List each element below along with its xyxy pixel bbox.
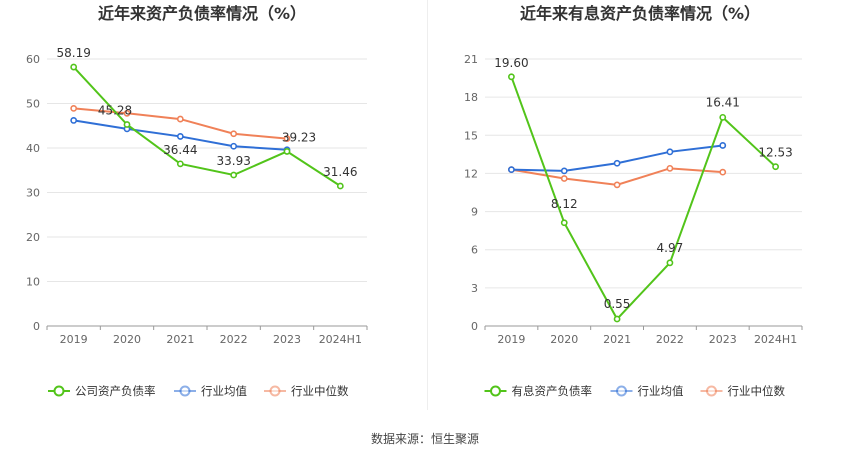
data-point: [508, 73, 515, 81]
x-tick-label: 2024H1: [319, 333, 362, 346]
x-tick-label: 2023: [273, 333, 301, 346]
data-point: [613, 181, 621, 189]
data-label: 31.46: [323, 165, 357, 179]
y-tick-label: 9: [471, 206, 478, 219]
y-tick-label: 30: [26, 187, 40, 200]
data-point: [176, 160, 184, 168]
data-point: [70, 104, 78, 112]
data-point: [336, 182, 344, 190]
y-tick-label: 0: [33, 320, 40, 333]
data-point: [70, 63, 78, 71]
x-tick-label: 2019: [60, 333, 88, 346]
chart-panel-2: 近年来有息资产负债率情况（%） 0 3 6 9 12 15 18 21 2019 2020 2021 2…: [464, 4, 803, 398]
legend-swatch-marker: [616, 385, 627, 397]
data-point: [772, 163, 779, 171]
data-point: [613, 315, 621, 323]
panel-divider: [427, 0, 428, 410]
data-point: [613, 159, 621, 167]
series-line-1: [72, 66, 341, 187]
data-point: [666, 148, 674, 156]
legend-item-2: 行业均值: [174, 384, 247, 398]
legend-swatch-marker: [706, 385, 717, 397]
y-tick-label: 60: [26, 53, 40, 66]
data-point: [123, 109, 131, 117]
y-tick-label: 6: [471, 244, 478, 257]
data-label: 58.19: [56, 46, 90, 60]
legend-label: 行业中位数: [291, 384, 349, 398]
legend-item-1: 有息资产负债率: [484, 384, 593, 398]
data-label: 8.12: [551, 197, 578, 211]
data-point: [719, 142, 727, 149]
data-point: [560, 175, 568, 182]
data-point: [230, 171, 238, 179]
x-tick-label: 2023: [709, 333, 737, 346]
chart-panel-1: 近年来资产负债率情况（%） 0 10 20 30 40 50 60 2019 2020 2021 20…: [26, 4, 368, 398]
chart-title: 近年来资产负债率情况（%）: [98, 4, 306, 23]
y-tick-label: 10: [26, 276, 40, 289]
data-point: [508, 166, 515, 174]
series-line-1: [510, 76, 777, 321]
legend-swatch-marker: [269, 385, 281, 397]
x-tick-label: 2019: [497, 333, 525, 346]
x-tick-label: 2020: [113, 333, 141, 346]
data-point: [230, 130, 238, 138]
legend-item-2: 行业均值: [610, 384, 684, 398]
y-tick-label: 20: [26, 231, 40, 244]
x-tick-label: 2020: [550, 333, 578, 346]
data-point: [123, 121, 131, 128]
x-tick-label: 2024H1: [754, 333, 797, 346]
data-point: [666, 259, 674, 267]
y-tick-label: 18: [464, 91, 478, 104]
data-label: 33.93: [216, 154, 250, 168]
data-label: 12.53: [758, 146, 792, 160]
y-tick-label: 12: [464, 167, 478, 180]
data-label: 36.44: [163, 143, 197, 157]
legend-item-1: 公司资产负债率: [48, 384, 156, 398]
y-tick-label: 15: [464, 129, 478, 142]
source-note: 数据来源：恒生聚源: [370, 432, 479, 446]
data-point: [230, 142, 238, 150]
legend-swatch-marker: [53, 385, 65, 397]
data-point: [176, 133, 184, 140]
x-tick-label: 2021: [603, 333, 631, 346]
data-point: [560, 219, 568, 227]
legend-label: 公司资产负债率: [75, 384, 156, 398]
y-tick-label: 0: [471, 320, 478, 333]
data-label: 4.97: [657, 241, 684, 255]
data-point: [283, 135, 291, 143]
data-label: 19.60: [494, 56, 528, 70]
legend-label: 有息资产负债率: [512, 384, 593, 398]
legend-label: 行业均值: [638, 384, 684, 398]
y-tick-label: 3: [471, 282, 478, 295]
x-tick-label: 2021: [166, 333, 194, 346]
legend-item-3: 行业中位数: [264, 384, 349, 398]
legend-label: 行业均值: [201, 384, 247, 398]
data-label: 39.23: [282, 130, 316, 144]
legend-item-3: 行业中位数: [700, 384, 786, 398]
legend-label: 行业中位数: [728, 384, 786, 398]
y-tick-label: 40: [26, 142, 40, 155]
x-tick-label: 2022: [656, 333, 684, 346]
data-point: [560, 167, 568, 175]
data-label: 45.28: [98, 104, 132, 118]
chart-title: 近年来有息资产负债率情况（%）: [520, 4, 760, 23]
legend-swatch-marker: [490, 385, 501, 397]
legend-swatch-marker: [179, 385, 191, 397]
y-tick-label: 21: [464, 53, 478, 66]
data-point: [719, 113, 727, 121]
data-point: [283, 148, 291, 155]
data-point: [719, 168, 727, 176]
y-tick-label: 50: [26, 98, 40, 111]
x-tick-label: 2022: [220, 333, 248, 346]
data-point: [176, 115, 184, 123]
data-point: [666, 164, 674, 172]
data-label: 16.41: [706, 95, 740, 109]
data-label: 0.55: [604, 297, 631, 311]
data-point: [70, 117, 78, 124]
